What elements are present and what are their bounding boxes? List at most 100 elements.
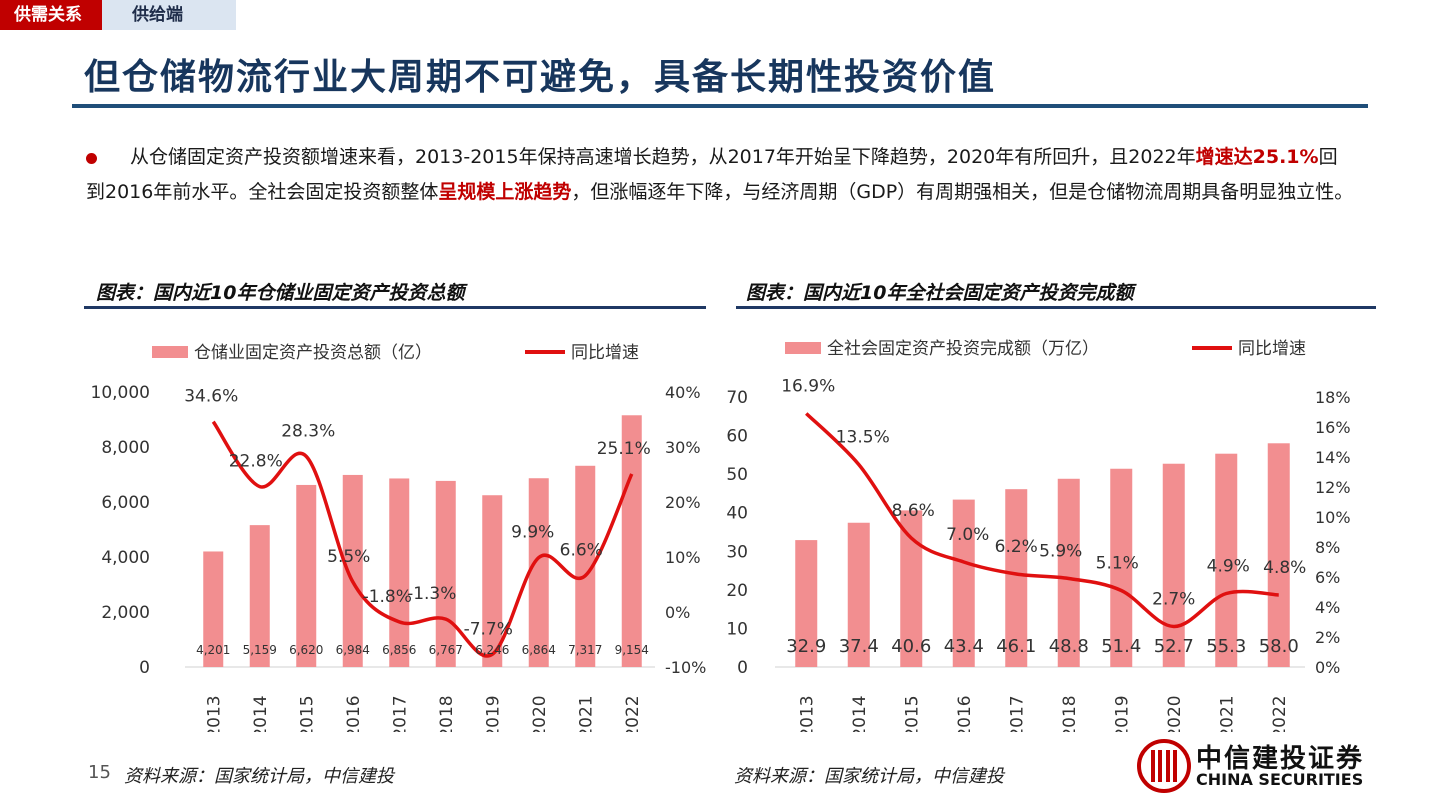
- bar: [1005, 489, 1028, 667]
- left-axis-tick: 4,000: [101, 548, 150, 568]
- legend-bar-label: 仓储业固定资产投资总额（亿）: [194, 343, 432, 363]
- right-axis-tick: 10%: [1315, 508, 1351, 527]
- left-axis-tick: 10: [726, 619, 748, 639]
- growth-line: [805, 412, 1279, 629]
- line-value-label: 8.6%: [892, 501, 935, 521]
- line-value-label: 6.2%: [995, 537, 1038, 557]
- summary-paragraph: 从仓储固定资产投资额增速来看，2013-2015年保持高速增长趋势，从2017年…: [86, 140, 1356, 210]
- left-axis-tick: 60: [726, 427, 748, 447]
- logo-text-cn: 中信建投证券: [1196, 744, 1365, 774]
- left-axis-tick: 40: [726, 504, 748, 524]
- left-axis-tick: 50: [726, 465, 748, 485]
- right-axis-tick: 10%: [665, 548, 701, 567]
- bar: [847, 522, 870, 667]
- line-value-label: -7.7%: [464, 619, 513, 639]
- left-axis-tick: 10,000: [91, 383, 150, 403]
- bar-value-label: 52.7: [1154, 636, 1194, 657]
- category-label: 2021: [576, 695, 596, 732]
- bar-value-label: 6,767: [429, 643, 463, 657]
- bar: [482, 495, 503, 667]
- bar: [900, 510, 923, 667]
- bar-value-label: 37.4: [839, 636, 879, 657]
- bar-value-label: 9,154: [615, 643, 649, 657]
- category-label: 2019: [1112, 695, 1132, 732]
- category-label: 2015: [297, 695, 317, 732]
- legend-bar-swatch: [785, 342, 821, 354]
- bar-value-label: 51.4: [1101, 636, 1141, 657]
- bar: [1110, 468, 1133, 667]
- left-axis-tick: 6,000: [101, 493, 150, 513]
- page-title: 但仓储物流行业大周期不可避免，具备长期性投资价值: [84, 57, 997, 98]
- line-value-label: 5.9%: [1039, 542, 1082, 562]
- legend-bar-label: 全社会固定资产投资完成额（万亿）: [827, 339, 1099, 359]
- left-source: 资料来源：国家统计局，中信建投: [124, 766, 394, 787]
- legend-bar-swatch: [152, 346, 188, 358]
- bar: [621, 415, 642, 667]
- line-value-label: 7.0%: [946, 525, 989, 545]
- right-axis-tick: 30%: [665, 438, 701, 457]
- left-axis-tick: 0: [139, 658, 150, 678]
- right-chart-rule: [736, 306, 1376, 309]
- category-label: 2018: [437, 695, 457, 732]
- line-value-label: 9.9%: [511, 523, 554, 543]
- bar-value-label: 40.6: [891, 636, 931, 657]
- left-chart: 仓储业固定资产投资总额（亿） 同比增速 0 2,000 4,000 6,000 8,000 1…: [91, 343, 707, 732]
- bar: [203, 551, 224, 667]
- bar: [296, 484, 317, 667]
- bar: [1267, 443, 1290, 667]
- line-value-label: 4.8%: [1263, 558, 1306, 578]
- tab-supply-demand[interactable]: 供需关系: [0, 0, 102, 30]
- category-label: 2013: [797, 695, 817, 732]
- bar: [528, 478, 549, 667]
- category-label: 2016: [344, 695, 364, 732]
- right-axis-tick: 0%: [1315, 658, 1340, 677]
- right-axis-tick: -10%: [665, 658, 706, 677]
- bar: [1057, 478, 1080, 667]
- para-text-3: ，但涨幅逐年下降，与经济周期（GDP）有周期强相关，但是仓储物流周期具备明显独立…: [571, 181, 1354, 203]
- bar-value-label: 46.1: [996, 636, 1036, 657]
- bar: [342, 474, 363, 667]
- bar: [389, 478, 410, 667]
- bar: [575, 465, 596, 667]
- logo-emblem-icon: [1137, 739, 1191, 793]
- growth-line: [211, 420, 634, 658]
- right-chart-caption: 图表：国内近10年全社会固定资产投资完成额: [746, 282, 1134, 304]
- line-value-label: 6.6%: [560, 541, 603, 561]
- left-axis-tick: 2,000: [101, 603, 150, 623]
- line-value-label: 22.8%: [229, 452, 283, 472]
- bar-value-label: 32.9: [786, 636, 826, 657]
- bar: [795, 540, 818, 667]
- category-label: 2019: [483, 695, 503, 732]
- para-text-1: 从仓储固定资产投资额增速来看，2013-2015年保持高速增长趋势，从2017年…: [130, 146, 1196, 168]
- category-label: 2022: [623, 695, 643, 732]
- tab-supply-side[interactable]: 供给端: [102, 0, 236, 30]
- bar-value-label: 4,201: [196, 643, 230, 657]
- title-divider: [72, 104, 1368, 108]
- bar-value-label: 6,856: [382, 643, 416, 657]
- bar: [1215, 453, 1238, 667]
- line-value-label: 16.9%: [781, 377, 835, 397]
- category-label: 2020: [530, 695, 550, 732]
- line-value-label: 25.1%: [597, 439, 651, 459]
- left-chart-caption: 图表：国内近10年仓储业固定资产投资总额: [96, 282, 465, 304]
- category-label: 2014: [850, 695, 870, 732]
- right-axis-tick: 18%: [1315, 388, 1351, 407]
- category-label: 2017: [390, 695, 410, 732]
- category-label: 2020: [1165, 695, 1185, 732]
- line-value-label: 4.9%: [1207, 557, 1250, 577]
- right-axis-tick: 8%: [1315, 538, 1340, 557]
- line-value-label: 2.7%: [1152, 590, 1195, 610]
- bar: [1162, 463, 1185, 667]
- right-axis-tick: 14%: [1315, 448, 1351, 467]
- bar-value-label: 6,620: [289, 643, 323, 657]
- bar: [435, 480, 456, 667]
- category-label: 2014: [251, 695, 271, 732]
- line-value-label: 28.3%: [281, 421, 335, 441]
- bar: [249, 525, 270, 667]
- bar-value-label: 5,159: [243, 643, 277, 657]
- right-axis-tick: 12%: [1315, 478, 1351, 497]
- line-value-label: -1.3%: [407, 584, 456, 604]
- line-value-label: 5.5%: [327, 547, 370, 567]
- bar-value-label: 48.8: [1049, 636, 1089, 657]
- left-axis-tick: 20: [726, 581, 748, 601]
